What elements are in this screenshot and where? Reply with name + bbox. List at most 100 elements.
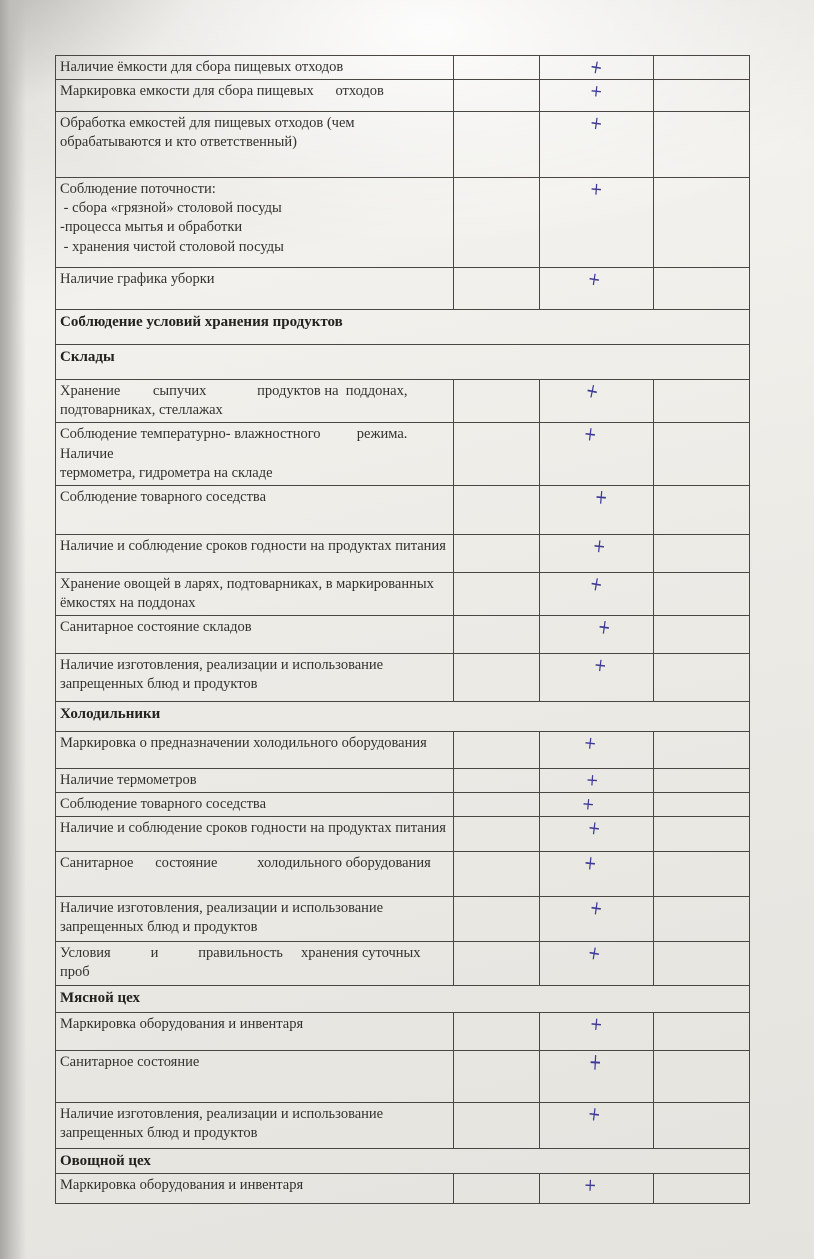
table-row: Маркировка оборудования и инвентаря + — [55, 1173, 750, 1204]
check-mark: + — [588, 571, 605, 597]
empty-cell — [653, 653, 750, 702]
table-row: Наличие изготовления, реализации и испол… — [55, 1101, 750, 1149]
section-header: Склады — [55, 344, 750, 381]
row-label: Санитарное состояние складов — [55, 615, 454, 654]
row-label: Маркировка емкости для сбора пищевых отх… — [55, 79, 454, 113]
check-mark: + — [583, 732, 598, 754]
empty-cell — [453, 1049, 540, 1103]
table-row: Соблюдение температурно- влажностного ре… — [55, 421, 750, 486]
row-label: Маркировка о предназначении холодильного… — [55, 731, 454, 769]
check-mark: + — [583, 1174, 598, 1196]
table-row: Обработка емкостей для пищевых отходов (… — [55, 111, 750, 179]
section-row: Соблюдение условий хранения продуктов — [55, 309, 750, 346]
section-row: Склады — [55, 344, 750, 381]
empty-cell — [653, 1049, 750, 1103]
empty-cell — [453, 792, 540, 818]
check-cell: + — [539, 177, 654, 269]
check-mark: + — [592, 653, 609, 677]
check-cell: + — [539, 571, 654, 617]
check-cell: + — [539, 1011, 654, 1051]
empty-cell — [453, 177, 540, 269]
table-row: Соблюдение поточности: - сбора «грязной»… — [55, 177, 750, 269]
empty-cell — [653, 816, 750, 853]
check-mark: + — [589, 80, 604, 102]
check-cell: + — [539, 851, 654, 898]
check-cell: + — [539, 54, 654, 81]
table-row: Хранение овощей в ларях, подтоварниках, … — [55, 571, 750, 617]
table-row: Наличие графика уборки + — [55, 267, 750, 311]
empty-cell — [653, 1173, 750, 1204]
check-cell: + — [539, 792, 654, 818]
empty-cell — [653, 731, 750, 769]
empty-cell — [453, 379, 540, 424]
row-label: Наличие термометров — [55, 767, 454, 794]
section-row: Мясной цех — [55, 984, 750, 1013]
check-mark: + — [585, 769, 600, 791]
section-header: Овощной цех — [55, 1147, 750, 1174]
empty-cell — [653, 422, 750, 486]
check-mark: + — [588, 54, 605, 80]
empty-cell — [653, 79, 750, 113]
empty-cell — [653, 484, 750, 535]
table-row: Маркировка оборудования и инвентаря + — [55, 1011, 750, 1051]
empty-cell — [453, 615, 540, 654]
check-cell: + — [539, 653, 654, 702]
check-mark: + — [582, 421, 599, 447]
row-label: Наличие изготовления, реализации и испол… — [55, 653, 454, 702]
row-label: Санитарное состояние холодильного оборуд… — [55, 851, 454, 898]
row-label: Соблюдение товарного соседства — [55, 484, 454, 535]
check-mark: + — [594, 484, 609, 510]
row-label: Хранение овощей в ларях, подтоварниках, … — [55, 571, 454, 617]
row-label: Наличие изготовления, реализации и испол… — [55, 896, 454, 943]
table-row: Маркировка о предназначении холодильного… — [55, 731, 750, 769]
row-label: Соблюдение температурно- влажностного ре… — [55, 422, 454, 486]
section-row: Овощной цех — [55, 1147, 750, 1174]
table-row: Наличие и соблюдение сроков годности на … — [55, 533, 750, 573]
check-cell: + — [539, 1173, 654, 1204]
row-label: Хранение сыпучих продуктов на поддонах, … — [55, 379, 454, 424]
check-cell: + — [539, 1101, 654, 1149]
check-mark: + — [586, 941, 603, 966]
section-header: Холодильники — [55, 701, 750, 732]
check-cell: + — [539, 896, 654, 943]
empty-cell — [653, 896, 750, 943]
empty-cell — [653, 1011, 750, 1051]
row-label: Наличие графика уборки — [55, 267, 454, 311]
empty-cell — [653, 851, 750, 898]
table-row: Наличие и соблюдение сроков годности на … — [55, 816, 750, 853]
check-mark: + — [586, 816, 603, 841]
empty-cell — [453, 571, 540, 617]
empty-cell — [453, 941, 540, 986]
table-row: Наличие изготовления, реализации и испол… — [55, 896, 750, 943]
check-cell: + — [539, 533, 654, 573]
inspection-checklist-table: Наличие ёмкости для сбора пищевых отходо… — [55, 55, 750, 1204]
section-header: Соблюдение условий хранения продуктов — [55, 309, 750, 346]
empty-cell — [653, 941, 750, 986]
empty-cell — [453, 1011, 540, 1051]
row-label: Наличие и соблюдение сроков годности на … — [55, 533, 454, 573]
table-row: Санитарное состояние + — [55, 1047, 750, 1103]
check-cell: + — [539, 941, 654, 986]
empty-cell — [453, 731, 540, 769]
table-row: Соблюдение товарного соседства + — [55, 484, 750, 535]
empty-cell — [453, 1173, 540, 1204]
row-label: Наличие ёмкости для сбора пищевых отходо… — [55, 54, 454, 81]
row-label: Маркировка оборудования и инвентаря — [55, 1011, 454, 1051]
checklist-rows: Наличие ёмкости для сбора пищевых отходо… — [55, 54, 750, 1204]
check-mark: + — [588, 1047, 603, 1076]
table-row: Маркировка емкости для сбора пищевых отх… — [55, 79, 750, 113]
check-cell: + — [539, 767, 654, 794]
check-mark: + — [589, 1012, 604, 1035]
check-cell: + — [539, 816, 654, 853]
check-cell: + — [539, 484, 654, 535]
check-cell: + — [539, 1047, 654, 1103]
empty-cell — [653, 767, 750, 794]
check-mark: + — [592, 533, 607, 558]
row-label: Условия и правильность хранения суточных… — [55, 941, 454, 986]
empty-cell — [453, 54, 540, 81]
table-row: Санитарное состояние складов + — [55, 614, 750, 654]
table-row: Наличие ёмкости для сбора пищевых отходо… — [55, 54, 750, 81]
table-row: Санитарное состояние холодильного оборуд… — [55, 851, 750, 898]
empty-cell — [453, 653, 540, 702]
